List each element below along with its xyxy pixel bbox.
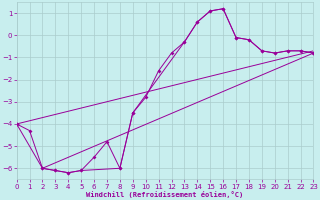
X-axis label: Windchill (Refroidissement éolien,°C): Windchill (Refroidissement éolien,°C) [86,191,244,198]
